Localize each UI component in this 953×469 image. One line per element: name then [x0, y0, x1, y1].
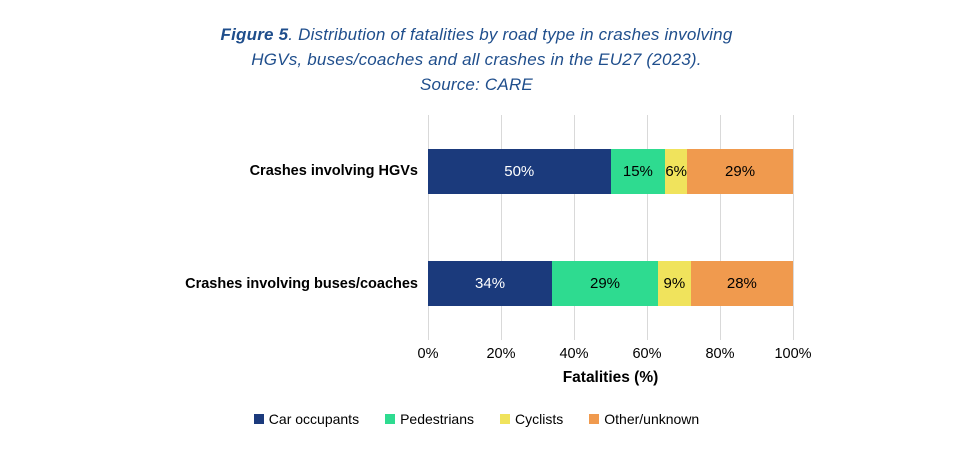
- plot-area: Crashes involving HGVs 50% 15% 6% 29% Crashes…: [185, 115, 794, 340]
- bar-segment-cyclists: 6%: [665, 148, 688, 194]
- x-tick-label: 40%: [559, 346, 589, 362]
- legend-item: Car occupants: [253, 411, 360, 427]
- segment-value-label: 29%: [590, 275, 621, 292]
- category-label: Crashes involving HGVs: [249, 163, 418, 179]
- segment-value-label: 15%: [622, 162, 653, 180]
- gridline: [647, 115, 648, 340]
- gridline: [720, 115, 721, 340]
- x-axis-title: Fatalities (%): [562, 369, 659, 386]
- legend-swatch-icon: [500, 414, 511, 424]
- bar-segment-car-occupants: 34%: [428, 261, 553, 306]
- bar-segment-other-unknown: 28%: [690, 261, 793, 306]
- legend-swatch-icon: [253, 414, 264, 424]
- segment-value-label: 29%: [725, 162, 756, 180]
- figure-title: Figure 5. Distribution of fatalities by …: [0, 22, 953, 97]
- legend-item: Other/unknown: [589, 411, 699, 427]
- gridline: [501, 115, 502, 340]
- title-line-3: Source: CARE: [420, 75, 533, 94]
- title-line-2: HGVs, buses/coaches and all crashes in t…: [251, 50, 702, 69]
- bar-row: Crashes involving HGVs 50% 15% 6% 29%: [250, 115, 793, 227]
- legend-item: Pedestrians: [385, 411, 474, 427]
- bar-segment-other-unknown: 29%: [687, 148, 793, 194]
- x-tick-label: 20%: [486, 346, 516, 362]
- legend-item: Cyclists: [500, 411, 563, 427]
- segment-value-label: 50%: [504, 162, 535, 180]
- segment-value-label: 28%: [726, 275, 757, 292]
- legend-swatch-icon: [589, 414, 600, 424]
- category-label: Crashes involving buses/coaches: [185, 275, 418, 292]
- stacked-bar: 34% 29% 9% 28%: [428, 261, 793, 306]
- legend-label: Car occupants: [268, 411, 360, 427]
- segment-value-label: 34%: [475, 275, 506, 292]
- gridline: [793, 115, 794, 340]
- segment-value-label: 9%: [663, 275, 686, 292]
- legend-swatch-icon: [385, 414, 396, 424]
- legend: Car occupants Pedestrians Cyclists Other/un…: [0, 411, 953, 427]
- legend-label: Pedestrians: [400, 411, 475, 427]
- bar-segment-cyclists: 9%: [657, 261, 691, 306]
- figure-number: Figure 5: [220, 25, 289, 44]
- x-tick-label: 80%: [705, 346, 735, 362]
- bar-segment-pedestrians: 29%: [552, 261, 658, 306]
- bar-segment-pedestrians: 15%: [610, 148, 666, 194]
- segment-value-label: 6%: [665, 162, 688, 180]
- gridline: [428, 115, 429, 340]
- legend-label: Cyclists: [515, 411, 564, 427]
- x-axis-ticks: 0% 20% 40% 60% 80% 100%: [418, 346, 812, 364]
- x-tick-label: 0%: [417, 346, 439, 362]
- bar-row: Crashes involving buses/coaches 34% 29% 9% 2…: [185, 228, 793, 340]
- bar-segment-car-occupants: 50%: [428, 148, 611, 194]
- x-tick-label: 100%: [774, 346, 812, 362]
- x-tick-label: 60%: [632, 346, 662, 362]
- stacked-bar: 50% 15% 6% 29%: [428, 148, 793, 194]
- legend-label: Other/unknown: [604, 411, 700, 427]
- title-line-1: Figure 5. Distribution of fatalities by …: [220, 25, 733, 44]
- gridline: [574, 115, 575, 340]
